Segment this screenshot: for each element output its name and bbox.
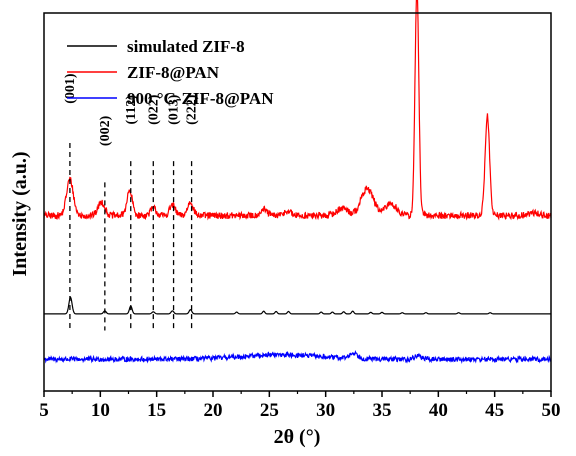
- legend: simulated ZIF-8 ZIF-8@PAN 900 °C-ZIF-8@PAN: [67, 37, 274, 108]
- x-tick-label: 40: [429, 400, 448, 421]
- x-tick-label: 35: [373, 400, 392, 421]
- x-tick-label: 15: [147, 400, 166, 421]
- y-axis-title: Intensity (a.u.): [9, 151, 31, 276]
- peak-label: (001): [63, 73, 78, 104]
- annotation-layer: (001) (002) (112) (022) (013) (222): [63, 73, 200, 331]
- peak-label: (112): [124, 95, 139, 125]
- x-tick-label: 20: [204, 400, 223, 421]
- peak-label: (013): [167, 94, 182, 125]
- peak-label: (222): [185, 94, 200, 125]
- x-tick-label: 5: [39, 400, 49, 421]
- peak-label: (022): [146, 94, 161, 125]
- legend-label: ZIF-8@PAN: [127, 63, 220, 82]
- x-axis-title: 2θ (°): [274, 426, 321, 448]
- series-line-900-c-zif-8-pan: [43, 350, 552, 365]
- series-line-simulated-zif-8: [44, 296, 551, 315]
- legend-label: simulated ZIF-8: [127, 37, 245, 56]
- x-tick-label: 30: [316, 400, 335, 421]
- plot-frame: [43, 12, 552, 392]
- x-tick-label: 50: [542, 400, 561, 421]
- x-tick-label: 25: [260, 400, 279, 421]
- peak-label: (002): [98, 115, 113, 146]
- x-tick-label: 10: [91, 400, 110, 421]
- legend-label: 900 °C-ZIF-8@PAN: [127, 89, 274, 108]
- x-tick-label: 45: [485, 400, 504, 421]
- series-line-zif-8-pan: [43, 0, 552, 221]
- x-axis: 5 10 15 20 25 30 35 40 45 50: [39, 391, 561, 421]
- series-layer: [43, 0, 552, 365]
